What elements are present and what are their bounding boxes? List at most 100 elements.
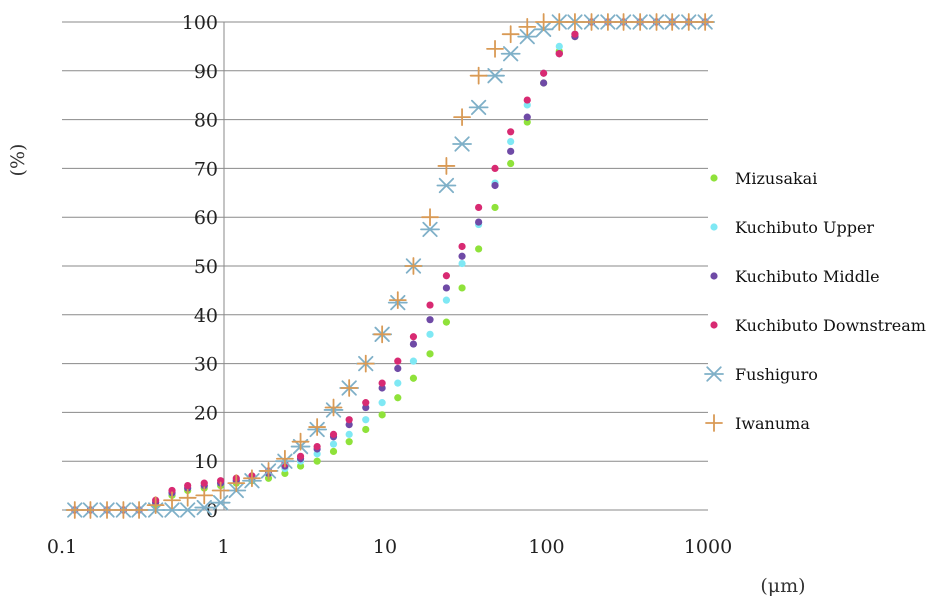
data-point: [210, 495, 231, 511]
data-point: [582, 13, 601, 31]
data-point: [571, 30, 579, 38]
data-point: [458, 284, 466, 292]
data-point: [517, 28, 538, 45]
x-tick-label: 100: [528, 536, 564, 558]
y-tick-label: 90: [194, 61, 218, 83]
y-tick-label: 60: [194, 207, 218, 229]
data-point: [81, 501, 100, 519]
data-point: [500, 46, 521, 62]
data-point: [362, 416, 370, 424]
data-point: [163, 491, 181, 510]
data-point: [426, 350, 434, 358]
data-point: [184, 482, 192, 490]
x-axis-title: (μm): [760, 575, 805, 597]
data-point: [329, 440, 338, 448]
data-point: [458, 242, 466, 251]
data-point: [394, 394, 402, 402]
data-point: [540, 79, 548, 87]
legend-marker: [704, 366, 724, 382]
data-point: [599, 13, 617, 31]
x-tick-labels: 0.1 1 10 100 1000: [47, 536, 732, 558]
data-point: [437, 157, 456, 175]
legend-item: Kuchibuto Upper: [710, 218, 874, 237]
data-point: [259, 462, 278, 480]
y-tick-label: 0: [206, 500, 218, 522]
data-point: [436, 177, 457, 194]
data-point: [114, 501, 133, 519]
data-point: [491, 203, 499, 212]
data-point: [329, 430, 338, 438]
data-point: [378, 411, 386, 419]
data-point: [475, 203, 483, 212]
data-point: [345, 438, 353, 446]
legend-label: Iwanuma: [735, 414, 810, 433]
data-point: [394, 364, 402, 373]
data-point: [442, 296, 451, 304]
data-point: [324, 398, 343, 417]
data-point: [453, 108, 471, 127]
data-point: [426, 330, 434, 338]
y-axis-title: (%): [7, 144, 29, 177]
data-point: [373, 325, 392, 344]
series-5: [65, 13, 715, 519]
data-point: [491, 181, 499, 190]
legend-item: Kuchibuto Downstream: [710, 316, 926, 335]
data-point: [507, 147, 515, 155]
data-point: [362, 425, 370, 434]
data-point: [485, 68, 505, 84]
data-point: [442, 272, 451, 280]
data-point: [211, 481, 230, 500]
data-point: [523, 96, 531, 104]
data-point: [475, 218, 483, 226]
data-point: [442, 318, 451, 326]
data-point: [696, 13, 715, 31]
data-point: [631, 13, 650, 31]
y-tick-label: 100: [182, 12, 218, 34]
data-point: [523, 113, 531, 121]
x-tick-label: 10: [373, 536, 397, 558]
y-tick-label: 80: [194, 110, 218, 132]
data-point: [291, 432, 310, 451]
legend-label: Mizusakai: [735, 169, 817, 188]
data-point: [276, 449, 294, 468]
x-tick-label: 1000: [684, 536, 732, 558]
data-point: [146, 496, 165, 515]
data-point: [195, 486, 214, 505]
data-point: [378, 379, 386, 387]
data-point: [475, 245, 483, 253]
data-point: [378, 399, 386, 407]
data-point: [679, 13, 698, 31]
data-point: [345, 416, 353, 424]
data-point: [200, 479, 208, 487]
data-point: [555, 50, 563, 58]
grid-lines: [62, 21, 708, 511]
legend-marker: [705, 414, 723, 432]
legend-item: Kuchibuto Middle: [710, 267, 880, 286]
x-tick-label: 0.1: [47, 536, 77, 558]
data-point: [362, 399, 370, 407]
data-point: [329, 447, 338, 456]
data-point: [243, 469, 261, 488]
data-point: [426, 301, 434, 309]
data-point: [130, 501, 148, 519]
data-point: [340, 379, 359, 397]
data-point: [469, 66, 488, 85]
data-point: [98, 501, 116, 519]
data-point: [647, 13, 666, 31]
legend-label: Kuchibuto Middle: [735, 267, 880, 286]
data-point: [394, 357, 402, 365]
y-tick-label: 10: [194, 451, 218, 473]
data-point: [550, 13, 569, 31]
data-point: [507, 128, 515, 136]
legend-label: Kuchibuto Downstream: [735, 316, 926, 335]
data-point: [409, 333, 418, 341]
legend: Mizusakai Kuchibuto Upper Kuchibuto Middle…: [704, 169, 926, 433]
data-point: [65, 501, 84, 519]
legend-label: Kuchibuto Upper: [735, 218, 874, 237]
data-point: [168, 486, 176, 495]
data-point: [404, 257, 423, 275]
data-point: [507, 159, 515, 168]
legend-marker: [710, 321, 718, 329]
data-point: [452, 136, 472, 152]
